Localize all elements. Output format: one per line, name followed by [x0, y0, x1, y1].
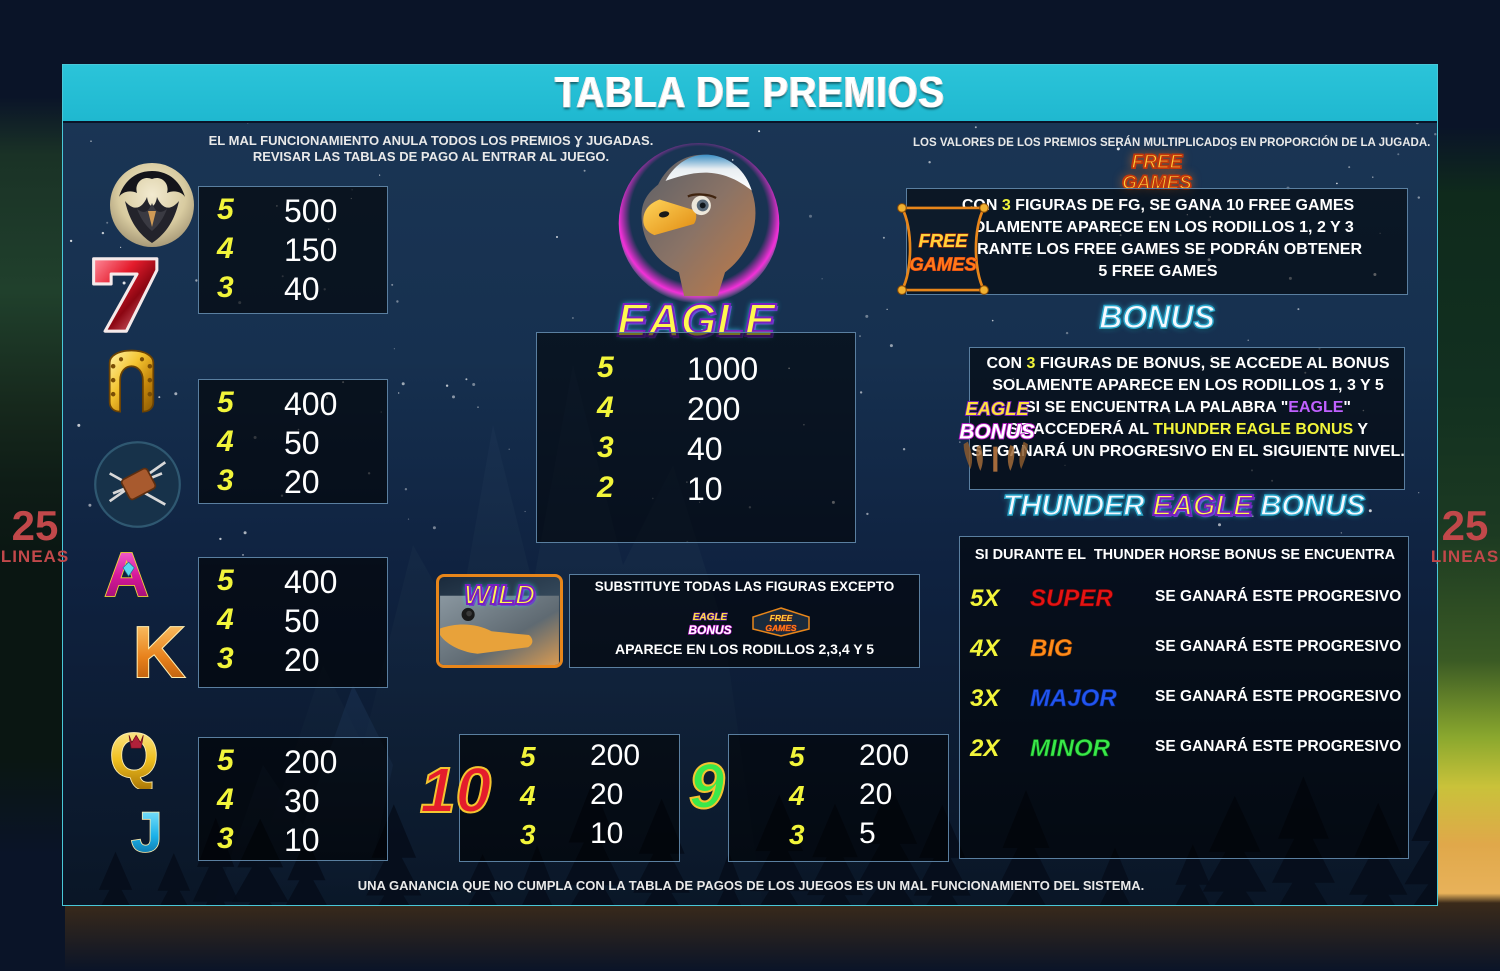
- svg-text:K: K: [133, 613, 185, 691]
- svg-text:GAMES: GAMES: [909, 254, 977, 275]
- svg-text:J: J: [131, 802, 163, 865]
- svg-text:EAGLE: EAGLE: [965, 398, 1029, 419]
- svg-text:Q: Q: [110, 721, 159, 789]
- svg-text:BONUS: BONUS: [688, 623, 731, 637]
- svg-text:EAGLE: EAGLE: [693, 612, 728, 623]
- svg-text:GAMES: GAMES: [766, 623, 798, 633]
- svg-text:A: A: [104, 541, 149, 608]
- svg-text:FREE: FREE: [770, 613, 793, 623]
- svg-text:BONUS: BONUS: [959, 420, 1034, 443]
- svg-text:FREE: FREE: [919, 230, 969, 251]
